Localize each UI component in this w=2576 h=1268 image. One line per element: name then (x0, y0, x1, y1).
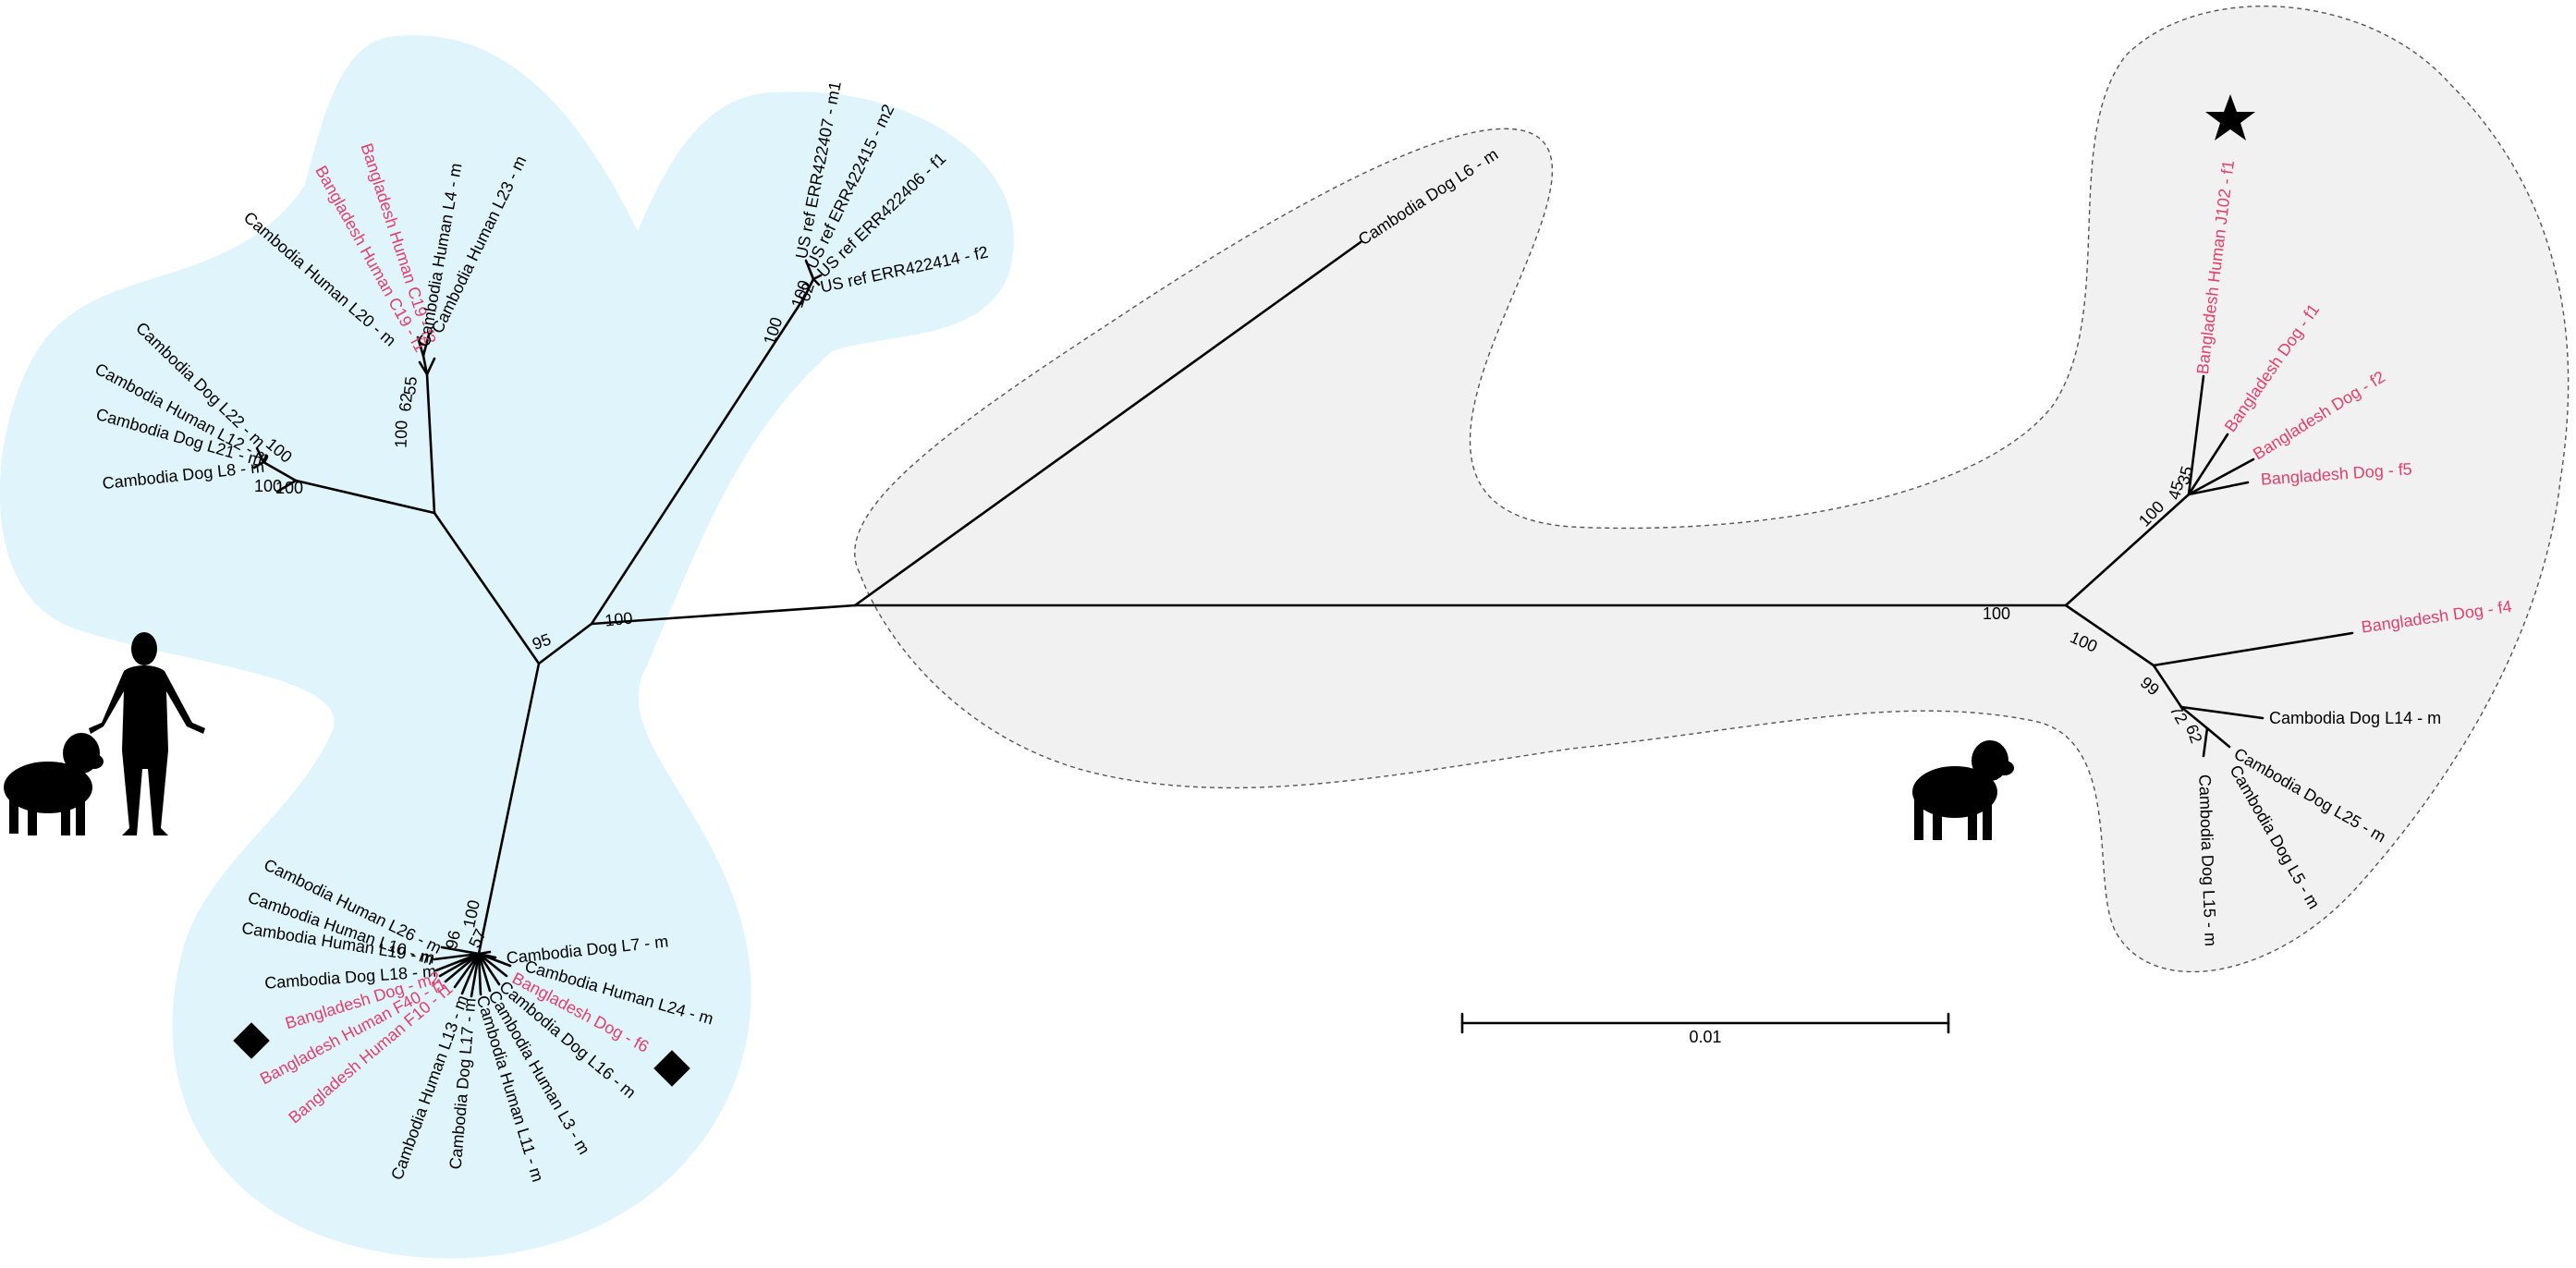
bootstrap-value: 100 (1983, 604, 2010, 623)
bootstrap-value: 100 (275, 479, 303, 497)
branch-line (477, 662, 541, 956)
dog-silhouette-icon (1912, 740, 2014, 840)
branch-line (255, 446, 265, 464)
branch-line (460, 952, 481, 995)
branch-line (812, 277, 821, 287)
branch-line (416, 335, 425, 358)
blue-cluster-region (0, 35, 1014, 1259)
branch-line (2179, 705, 2265, 720)
branch-line (2179, 705, 2209, 730)
branch-line (812, 274, 823, 281)
branch-line (418, 360, 429, 376)
branch-line (438, 952, 481, 978)
branch-line (808, 268, 815, 281)
bootstrap-value: 100 (254, 477, 282, 495)
branch-line (275, 479, 298, 494)
branch-line (262, 460, 298, 482)
branch-line (477, 952, 508, 978)
scale-bar-label: 0.01 (1689, 1028, 1721, 1046)
dog-silhouette-icon (4, 733, 104, 835)
star-marker-icon (2205, 94, 2255, 140)
bootstrap-value: 62 (396, 392, 416, 412)
branch-line (440, 945, 481, 956)
branch-line (2152, 664, 2183, 709)
bootstrap-value: 100 (604, 609, 633, 630)
branch-line (433, 952, 481, 961)
branch-line (802, 277, 815, 299)
branch-line (2064, 604, 2155, 667)
branch-line (853, 240, 1362, 607)
branch-line (2187, 481, 2250, 496)
branch-line (590, 604, 857, 626)
branch-line (477, 952, 482, 996)
branch-line (477, 952, 492, 993)
branch-line (425, 357, 436, 376)
branch-line (2187, 374, 2205, 496)
branch-line (2202, 726, 2209, 758)
branch-line (2187, 433, 2229, 496)
bootstrap-value: 96 (442, 929, 464, 951)
branch-line (252, 460, 265, 469)
grey-cluster-region (854, 6, 2570, 973)
tree-branches (252, 240, 2354, 998)
leaf-label-cd-l14: Cambodia Dog L14 - m (2269, 709, 2441, 727)
human-silhouette-icon (89, 632, 205, 835)
branch-line (470, 952, 481, 998)
branch-line (477, 952, 501, 986)
branch-line (477, 952, 497, 959)
branch-line (590, 296, 806, 626)
branch-line (2064, 493, 2191, 607)
bootstrap-value: 100 (391, 420, 410, 448)
branch-line (453, 952, 481, 989)
branch-line (2152, 631, 2354, 667)
branch-line (2205, 726, 2231, 749)
bootstrap-value: 55 (400, 375, 421, 396)
branch-line (425, 372, 436, 515)
branch-line (444, 952, 481, 983)
scale-bar: 0.01 (1460, 1012, 1950, 1046)
branch-line (294, 479, 436, 515)
branch-line (2187, 457, 2255, 496)
branch-line (433, 511, 541, 665)
branch-line (537, 622, 593, 665)
diamond-marker-icon (653, 1050, 690, 1087)
branch-line (421, 333, 431, 358)
